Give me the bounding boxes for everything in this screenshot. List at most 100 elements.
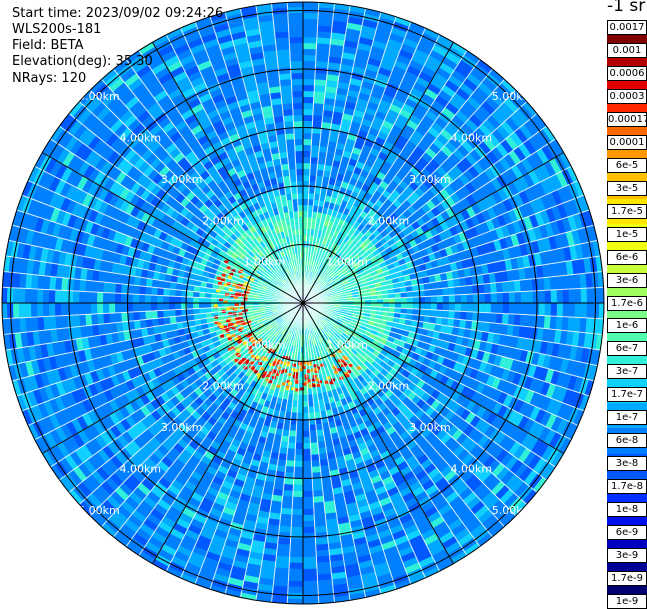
ray-segment [352, 531, 366, 540]
ray-segment [289, 556, 303, 563]
ray-segment [267, 325, 274, 331]
ray-segment [146, 513, 162, 527]
ray-segment [428, 344, 437, 354]
ray-segment [303, 406, 309, 413]
ray-segment [187, 296, 194, 303]
ray-segment [370, 474, 382, 485]
ray-segment [342, 340, 350, 347]
ray-segment [114, 451, 128, 465]
ray-segment [233, 375, 242, 384]
ray-segment [139, 319, 147, 329]
ray-segment [481, 438, 494, 452]
ray-segment [213, 435, 224, 445]
ray-segment [337, 316, 345, 321]
ray-segment [353, 377, 361, 386]
ray-segment [175, 402, 186, 413]
ray-segment [449, 334, 458, 344]
ray-segment [292, 394, 299, 401]
ray-segment [481, 396, 492, 409]
ray-segment [311, 333, 315, 340]
ray-segment [203, 421, 214, 431]
ray-segment [350, 476, 362, 485]
ray-segment [292, 490, 303, 497]
ray-segment [352, 325, 360, 332]
ray-segment [269, 356, 275, 364]
ray-segment [303, 115, 313, 122]
ray-segment [277, 61, 291, 69]
ray-segment [349, 592, 366, 601]
ray-segment [180, 398, 190, 409]
ray-segment [448, 457, 462, 470]
ray-segment [349, 372, 358, 381]
ray-segment [484, 425, 496, 439]
ray-segment [293, 115, 303, 122]
ray-segment [398, 416, 409, 426]
ray-segment [451, 551, 467, 564]
ray-segment [316, 549, 330, 557]
ray-segment [465, 377, 475, 389]
ray-segment [577, 362, 587, 379]
ray-segment [342, 447, 352, 456]
ray-segment [163, 303, 170, 311]
ray-segment [298, 376, 303, 384]
ray-segment [174, 550, 190, 563]
ray-segment [550, 416, 563, 432]
ray-segment [333, 348, 340, 355]
ray-segment [416, 398, 426, 409]
ray-segment [315, 55, 329, 63]
ray-segment [507, 383, 518, 397]
ray-segment [265, 475, 276, 483]
ray-segment [506, 324, 514, 337]
ray-segment [316, 555, 331, 563]
ray-segment [392, 435, 403, 446]
ray-segment [376, 573, 393, 584]
ray-segment [180, 573, 197, 584]
ray-segment [229, 372, 238, 381]
ray-segment [264, 330, 271, 337]
ray-segment [502, 381, 513, 395]
ray-segment [502, 303, 509, 314]
ray-segment [457, 448, 470, 462]
ray-segment [97, 313, 105, 325]
ray-segment [476, 393, 487, 406]
ray-segment [136, 527, 152, 542]
ray-segment [216, 491, 230, 501]
ray-segment [425, 447, 437, 459]
ray-segment [184, 480, 197, 492]
ray-segment [136, 448, 149, 462]
ray-segment [222, 506, 236, 516]
ray-segment [329, 553, 344, 562]
ray-segment [333, 311, 340, 315]
ray-segment [91, 303, 98, 315]
ray-segment [465, 400, 477, 412]
ray-segment [209, 540, 225, 551]
ray-segment [481, 351, 491, 363]
ray-segment [359, 447, 370, 457]
ray-segment [327, 365, 334, 373]
ray-segment [346, 433, 356, 442]
ray-segment [382, 435, 393, 445]
ray-segment [368, 364, 376, 373]
ray-segment [303, 478, 313, 486]
ray-segment [171, 556, 188, 568]
ray-segment [412, 303, 419, 310]
ray-segment [37, 303, 44, 317]
ray-segment [375, 523, 390, 534]
ray-segment [332, 312, 340, 317]
ray-segment [364, 303, 371, 307]
ray-segment [319, 404, 326, 412]
ray-segment [429, 316, 437, 324]
ray-segment [501, 313, 509, 325]
ray-segment [344, 428, 354, 437]
ray-segment [491, 376, 501, 390]
ray-segment [454, 527, 470, 542]
ray-segment [453, 318, 461, 328]
ray-segment [278, 319, 284, 325]
ray-segment [192, 546, 208, 557]
ray-segment [149, 469, 162, 482]
ray-segment [311, 145, 320, 152]
ray-segment [372, 454, 383, 464]
ray-segment [342, 349, 349, 356]
ray-segment [239, 493, 252, 502]
ray-segment [303, 526, 315, 534]
